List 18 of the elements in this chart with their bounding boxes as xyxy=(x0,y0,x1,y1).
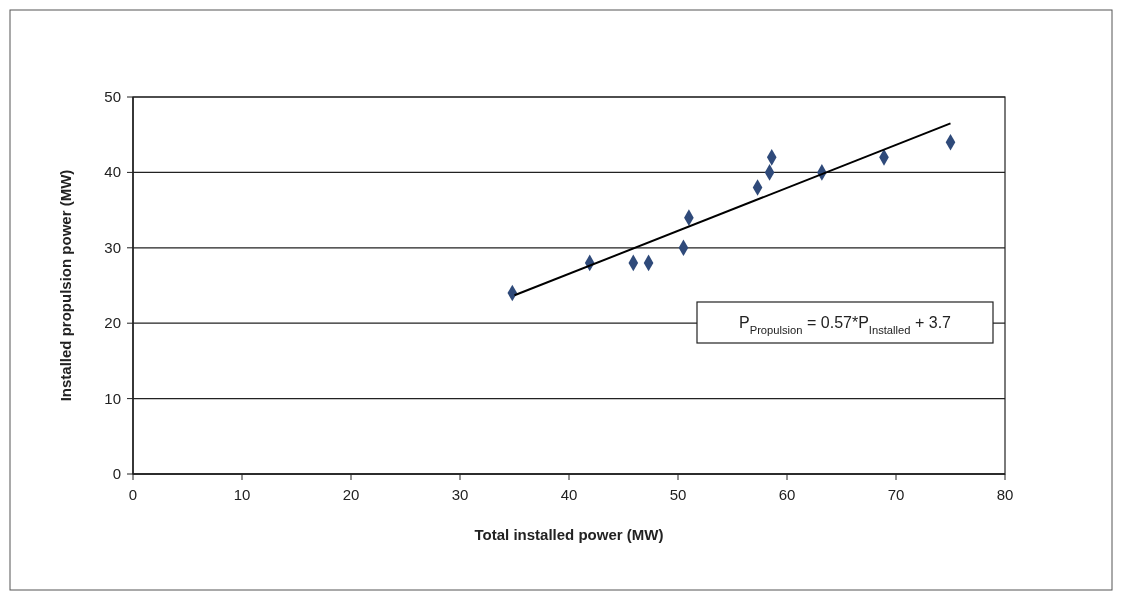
x-tick-label: 20 xyxy=(342,486,360,503)
x-tick-label: 70 xyxy=(887,486,905,503)
x-tick-label: 50 xyxy=(669,486,687,503)
y-tick-label: 10 xyxy=(104,389,121,407)
x-tick-label: 30 xyxy=(451,486,469,503)
x-tick-label: 80 xyxy=(996,486,1014,503)
x-tick-label: 10 xyxy=(233,486,251,503)
y-axis-title: Installed propulsion power (MW) xyxy=(57,169,74,402)
y-tick-label: 30 xyxy=(104,238,121,256)
annotation: P$_{Propulsion}$ = 0.57*P$_{Installed}$ + 3.7 xyxy=(739,314,952,336)
y-tick-label: 0 xyxy=(112,465,121,482)
x-tick-label: 40 xyxy=(560,486,578,503)
x-axis-title: Total installed power (MW) xyxy=(474,526,664,543)
y-tick-label: 50 xyxy=(104,88,121,105)
x-tick-label: 60 xyxy=(778,486,796,503)
x-tick-label: 0 xyxy=(128,486,138,503)
y-tick-label: 40 xyxy=(104,163,121,181)
y-tick-label: 20 xyxy=(104,314,121,332)
